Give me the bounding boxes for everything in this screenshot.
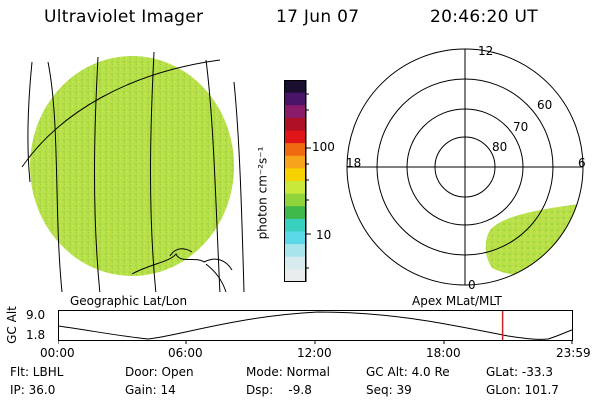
colorbar-axis xyxy=(306,80,311,282)
info-glat: GLat: -33.3 xyxy=(486,365,553,379)
timeline-xtick-0000: 00:00 xyxy=(40,346,75,360)
colorbar-segment xyxy=(284,244,306,258)
colorbar-segment xyxy=(284,193,306,207)
geo-panel-label: Geographic Lat/Lon xyxy=(70,294,188,308)
mlt-label-6: 6 xyxy=(578,156,586,170)
timeline-y-label: GC Alt xyxy=(5,306,19,344)
colorbar-segment xyxy=(284,80,306,94)
colorbar-segment xyxy=(284,256,306,270)
timeline-ytick-max: 9.0 xyxy=(26,308,46,322)
colorbar-segment xyxy=(284,168,306,182)
colorbar-segment xyxy=(284,269,306,282)
lat-label-80: 80 xyxy=(492,140,508,154)
colorbar-segment xyxy=(284,92,306,106)
geo-grid xyxy=(21,51,245,292)
timeline-xtick-1800: 18:00 xyxy=(426,346,461,360)
time-label: 20:46:20 UT xyxy=(430,7,538,27)
lat-label-70: 70 xyxy=(513,120,529,134)
info-ip: IP: 36.0 xyxy=(10,383,56,397)
colorbar-segment xyxy=(284,105,306,119)
polar-grid xyxy=(346,48,584,286)
lat-label-60: 60 xyxy=(537,98,553,112)
colorbar-segment xyxy=(284,206,306,220)
colorbar-segment xyxy=(284,231,306,245)
info-gc-alt: GC Alt: 4.0 Re xyxy=(366,365,450,379)
colorbar-unit-label: photon cm⁻²s⁻¹ xyxy=(255,146,270,240)
info-glon: GLon: 101.7 xyxy=(486,383,559,397)
colorbar-segment xyxy=(284,181,306,195)
mlt-label-12: 12 xyxy=(478,44,494,58)
date-label: 17 Jun 07 xyxy=(276,7,360,27)
info-mode: Mode: Normal xyxy=(246,365,330,379)
app-title: Ultraviolet Imager xyxy=(44,7,204,27)
altitude-curve xyxy=(58,311,573,340)
colorbar-tick-100: 100 xyxy=(312,140,335,154)
timeline-xtick-2359: 23:59 xyxy=(556,346,591,360)
info-filter: Flt: LBHL xyxy=(10,365,64,379)
polar-plot xyxy=(346,48,584,286)
timeline-xtick-0600: 06:00 xyxy=(168,346,203,360)
aurora-oval xyxy=(485,204,580,278)
colorbar-segment xyxy=(284,117,306,132)
colorbar xyxy=(284,80,306,282)
altitude-timeline xyxy=(58,310,573,344)
mlt-label-0: 0 xyxy=(468,278,476,292)
colorbar-segment xyxy=(284,155,306,169)
colorbar-segment xyxy=(284,218,306,233)
timeline-xtick-1200: 12:00 xyxy=(297,346,332,360)
info-dsp: Dsp: -9.8 xyxy=(246,383,312,397)
timeline-ytick-min: 1.8 xyxy=(26,328,46,342)
info-gain: Gain: 14 xyxy=(125,383,176,397)
polar-panel-label: Apex MLat/MLT xyxy=(412,294,502,308)
info-door: Door: Open xyxy=(125,365,194,379)
geographic-image-panel xyxy=(21,51,245,292)
mlt-label-18: 18 xyxy=(346,156,362,170)
info-seq: Seq: 39 xyxy=(366,383,412,397)
earth-disk xyxy=(30,56,234,276)
colorbar-segment xyxy=(284,130,306,144)
colorbar-segment xyxy=(284,143,306,157)
colorbar-tick-10: 10 xyxy=(316,228,332,242)
